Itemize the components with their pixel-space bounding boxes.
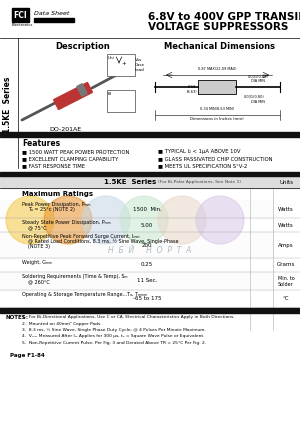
Text: Description: Description [56, 42, 110, 51]
Text: 1500  Min.: 1500 Min. [133, 207, 161, 212]
Text: ■ FAST RESPONSE TIME: ■ FAST RESPONSE TIME [22, 163, 85, 168]
Text: Weight, Gₘₘ: Weight, Gₘₘ [22, 260, 52, 265]
Text: Watts: Watts [278, 223, 294, 227]
Text: ■ MEETS UL SPECIFICATION S°V-2: ■ MEETS UL SPECIFICATION S°V-2 [158, 163, 247, 168]
Text: 0.87 MAX(22.09 MAX): 0.87 MAX(22.09 MAX) [198, 67, 236, 71]
Circle shape [82, 196, 130, 244]
Text: (NOTE 3): (NOTE 3) [28, 244, 50, 249]
Bar [0, 308, 300, 313]
Text: @ 260°C: @ 260°C [28, 279, 50, 284]
Text: 0.34 MIN(8.63 MIN): 0.34 MIN(8.63 MIN) [200, 107, 234, 111]
Bar [107, 90, 135, 112]
Text: 1.5KE  Series: 1.5KE Series [4, 77, 13, 133]
Text: Electronics: Electronics [12, 23, 33, 27]
Text: Steady State Power Dissipation, Pₘₘ: Steady State Power Dissipation, Pₘₘ [22, 220, 111, 225]
Circle shape [158, 196, 206, 244]
Text: 11 Sec.: 11 Sec. [137, 278, 157, 283]
Text: 4.  Vₘₘ Measured After Iₘ Applies for 300 μs, tₐ = Square Wave Pulse or Equivale: 4. Vₘₘ Measured After Iₘ Applies for 300… [22, 334, 205, 338]
Text: ■ EXCELLENT CLAMPING CAPABILITY: ■ EXCELLENT CLAMPING CAPABILITY [22, 156, 118, 161]
Text: Bi: Bi [108, 92, 112, 96]
Text: Solder: Solder [278, 281, 294, 286]
Text: 3.  8.3 ms, ½ Sine Wave, Single Phase Duty Cycle, @ 4 Pulses Per Minute Maximum.: 3. 8.3 ms, ½ Sine Wave, Single Phase Dut… [22, 328, 206, 332]
Bar [0, 200, 273, 218]
Text: FCI: FCI [14, 11, 27, 20]
Bar [0, 0, 300, 38]
Text: Vss: Vss [135, 58, 142, 62]
Polygon shape [54, 82, 92, 110]
Polygon shape [77, 84, 87, 96]
Text: @ Rated Load Conditions, 8.3 ms, ½ Sine Wave, Single-Phase: @ Rated Load Conditions, 8.3 ms, ½ Sine … [28, 239, 178, 244]
Text: Н  Б  Й     Н  О  Р  Т  А: Н Б Й Н О Р Т А [108, 246, 192, 255]
Bar [0, 172, 300, 176]
Text: 0.34: 0.34 [188, 85, 196, 89]
Text: ■ TYPICAL I₂ < 1μA ABOVE 10V: ■ TYPICAL I₂ < 1μA ABOVE 10V [158, 149, 241, 154]
Text: 1.  For Bi-Directional Applications, Use C or CA. Electrical Characteristics App: 1. For Bi-Directional Applications, Use … [22, 315, 235, 319]
Text: 6.8V to 400V GPP TRANSIENT: 6.8V to 400V GPP TRANSIENT [148, 12, 300, 22]
Text: Features: Features [22, 139, 60, 148]
Text: (For Bi-Polar Applications, See Note 1): (For Bi-Polar Applications, See Note 1) [158, 180, 242, 184]
Text: Operating & Storage Temperature Range...Tₐ, Tₘₘₘ: Operating & Storage Temperature Range...… [22, 292, 147, 297]
Bar [34, 18, 74, 22]
Text: 0.031(0.80): 0.031(0.80) [244, 95, 265, 99]
Text: Page F1-84: Page F1-84 [10, 352, 45, 357]
Text: NOTES:: NOTES: [5, 315, 28, 320]
Text: -65 to 175: -65 to 175 [133, 297, 161, 301]
Bar [0, 176, 300, 188]
Text: 5.00: 5.00 [141, 223, 153, 227]
Bar [12, 8, 29, 22]
Circle shape [6, 196, 54, 244]
Text: DIA MIN: DIA MIN [251, 100, 265, 104]
Text: Load: Load [135, 68, 145, 72]
Text: Mechanical Dimensions: Mechanical Dimensions [164, 42, 275, 51]
Text: Dimensions in Inches (mm): Dimensions in Inches (mm) [190, 117, 244, 121]
Text: 0.25: 0.25 [141, 263, 153, 267]
Text: °C: °C [283, 297, 289, 301]
Text: Peak Power Dissipation, Pₘₘ: Peak Power Dissipation, Pₘₘ [22, 202, 91, 207]
Circle shape [120, 196, 168, 244]
Text: Data Sheet: Data Sheet [34, 11, 69, 16]
Text: Maximum Ratings: Maximum Ratings [22, 191, 93, 197]
Bar [0, 272, 273, 290]
Text: Grams: Grams [277, 263, 295, 267]
Text: @ 75°C: @ 75°C [28, 225, 46, 230]
Text: Min. to: Min. to [278, 275, 294, 281]
Text: Soldering Requirements (Time & Temp), Sₘ: Soldering Requirements (Time & Temp), Sₘ [22, 274, 128, 279]
Bar [107, 54, 135, 76]
Text: Amps: Amps [278, 243, 294, 247]
Text: DO-201AE: DO-201AE [49, 127, 81, 132]
Text: ■ 1500 WATT PEAK POWER PROTECTION: ■ 1500 WATT PEAK POWER PROTECTION [22, 149, 129, 154]
Text: 0.031(0.80): 0.031(0.80) [248, 75, 268, 79]
Text: Watts: Watts [278, 207, 294, 212]
Text: 200: 200 [142, 243, 152, 247]
Text: Non-Repetitive Peak Forward Surge Current, Iₘₘ: Non-Repetitive Peak Forward Surge Curren… [22, 234, 140, 239]
Text: ■ GLASS PASSIVATED CHIP CONSTRUCTION: ■ GLASS PASSIVATED CHIP CONSTRUCTION [158, 156, 272, 161]
Text: Tₐ = 25°c (NOTE 2): Tₐ = 25°c (NOTE 2) [28, 207, 75, 212]
Text: Case: Case [135, 63, 145, 67]
Bar [0, 232, 273, 258]
Text: Units: Units [279, 179, 293, 184]
Text: VOLTAGE SUPPRESSORS: VOLTAGE SUPPRESSORS [148, 22, 288, 32]
Text: Uni: Uni [108, 56, 115, 60]
Text: 1.5KE  Series: 1.5KE Series [104, 179, 156, 185]
Text: 5.  Non-Repetitive Current Pulse: Per Fig. 3 and Derated Above TR = 25°C Per Fig: 5. Non-Repetitive Current Pulse: Per Fig… [22, 341, 206, 345]
Circle shape [44, 196, 92, 244]
Text: (8.63): (8.63) [187, 90, 197, 94]
Text: 2.  Mounted on 40mm² Copper Pads.: 2. Mounted on 40mm² Copper Pads. [22, 321, 102, 326]
Text: +: + [121, 60, 126, 65]
Bar [0, 132, 300, 137]
Text: DIA MIN: DIA MIN [251, 79, 265, 83]
Bar [198, 80, 236, 94]
Circle shape [196, 196, 244, 244]
